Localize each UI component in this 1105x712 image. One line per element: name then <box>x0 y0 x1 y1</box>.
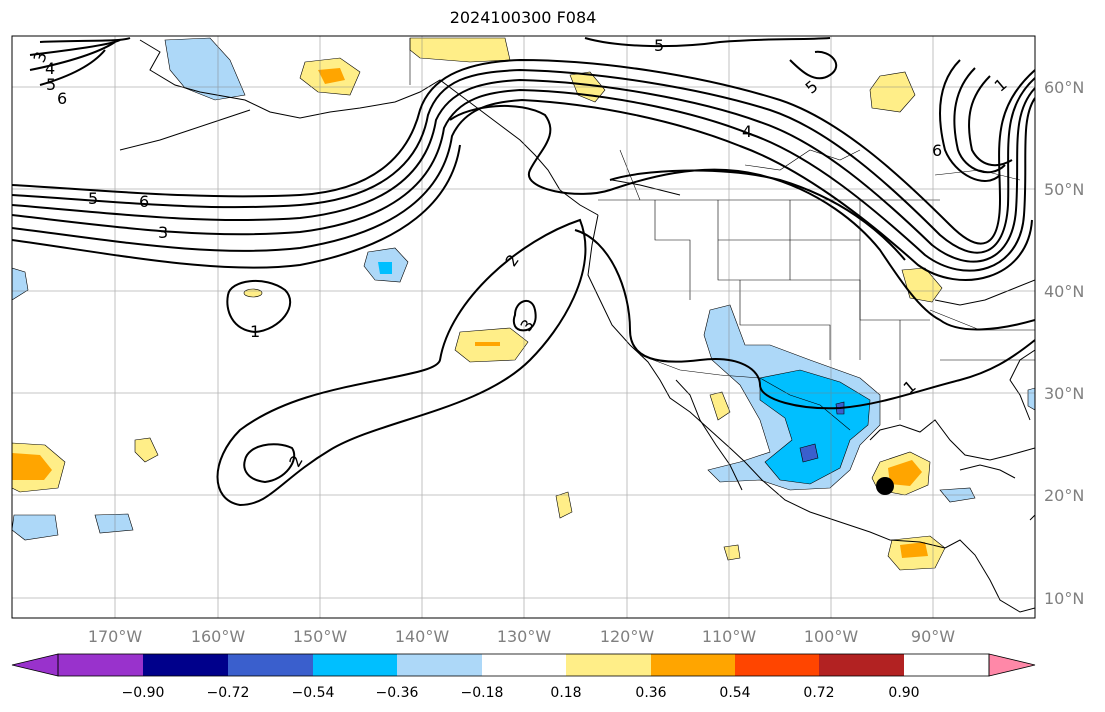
lat-label: 50°N <box>1044 180 1084 199</box>
lon-label: 90°W <box>911 627 955 646</box>
colorbar-tick-label: 0.54 <box>719 685 750 701</box>
shade-hudson-yellow <box>869 71 916 113</box>
colorbar-tick-label: 0.36 <box>635 685 666 701</box>
contours <box>12 37 1035 507</box>
shade-top-yellow <box>409 37 511 63</box>
shade-sm-yellow-2 <box>555 491 573 519</box>
shade-left-blue <box>12 267 29 301</box>
contour-label: 4 <box>45 59 55 78</box>
contour-label: 1 <box>250 322 260 341</box>
contour-label: 4 <box>742 122 752 141</box>
colorbar-segment <box>143 654 228 676</box>
contour-label: 6 <box>57 89 67 108</box>
colorbar <box>11 653 1036 677</box>
lon-label: 160°W <box>191 627 246 646</box>
colorbar-left-extend <box>11 653 59 677</box>
shade-se-blue <box>1027 387 1035 411</box>
colorbar-segment <box>566 654 651 676</box>
colorbar-segment <box>58 654 143 676</box>
map-title: 2024100300 F084 <box>449 8 597 27</box>
shade-mid-orange <box>475 342 500 346</box>
shade-small-yellow-3 <box>723 544 741 561</box>
shade-mexico-deepblue <box>759 369 871 485</box>
colorbar-segment <box>228 654 313 676</box>
colorbar-segment <box>651 654 735 676</box>
shade-hi-yellow <box>134 437 159 463</box>
colorbar-tick-label: −0.90 <box>122 685 165 701</box>
contour-label: 5 <box>88 189 98 208</box>
lon-label: 100°W <box>804 627 859 646</box>
coastlines <box>119 39 1035 613</box>
colorbar-segment <box>735 654 819 676</box>
contour-label: 3 <box>158 223 168 242</box>
colorbar-segment <box>313 654 397 676</box>
shade-gulf-orange <box>888 460 922 486</box>
colorbar-segment <box>397 654 482 676</box>
colorbar-tick-label: 0.18 <box>550 685 581 701</box>
lat-label: 60°N <box>1044 78 1084 97</box>
lat-label: 20°N <box>1044 486 1084 505</box>
colorbar-tick-label: −0.36 <box>376 685 419 701</box>
lon-label: 170°W <box>88 627 143 646</box>
lon-label: 150°W <box>293 627 348 646</box>
shaded-fields <box>12 37 1035 571</box>
shade-pacific-blue-core <box>378 262 392 274</box>
lat-label: 10°N <box>1044 589 1084 608</box>
lon-label: 140°W <box>395 627 450 646</box>
colorbar-segment <box>819 654 904 676</box>
colorbar-tick-label: −0.54 <box>292 685 335 701</box>
lon-label: 110°W <box>702 627 757 646</box>
lat-label: 40°N <box>1044 282 1084 301</box>
colorbar-right-extend <box>988 653 1036 677</box>
latitude-labels: 60°N 50°N 40°N 30°N 20°N 10°N <box>1044 78 1084 608</box>
contour-label: 5 <box>654 36 664 55</box>
shade-alaska-orange <box>318 68 345 84</box>
contour-label: 6 <box>932 141 942 160</box>
colorbar-tick-label: −0.72 <box>207 685 250 701</box>
shade-sw-blue-2 <box>94 513 134 534</box>
contour-label: 5 <box>46 75 56 94</box>
colorbar-tick-label: 0.90 <box>888 685 919 701</box>
gridlines <box>12 36 1035 618</box>
shade-ca-orange <box>900 542 928 558</box>
location-marker <box>876 477 894 495</box>
map-frame <box>11 35 1036 619</box>
shade-left-orange <box>12 453 52 480</box>
colorbar-ticks: −0.90 −0.72 −0.54 −0.36 −0.18 0.18 0.36 … <box>122 685 920 701</box>
colorbar-tick-label: 0.72 <box>803 685 834 701</box>
colorbar-tick-label: −0.18 <box>461 685 504 701</box>
lon-label: 120°W <box>600 627 655 646</box>
contour-label: 6 <box>139 192 149 211</box>
shade-mexico-royal-1 <box>799 443 819 463</box>
colorbar-segment <box>482 654 566 676</box>
longitude-labels: 170°W 160°W 150°W 140°W 130°W 120°W 110°… <box>88 627 955 646</box>
colorbar-outline <box>57 653 990 677</box>
lat-label: 30°N <box>1044 384 1084 403</box>
shade-small-yellow <box>243 288 263 298</box>
lon-label: 130°W <box>497 627 552 646</box>
